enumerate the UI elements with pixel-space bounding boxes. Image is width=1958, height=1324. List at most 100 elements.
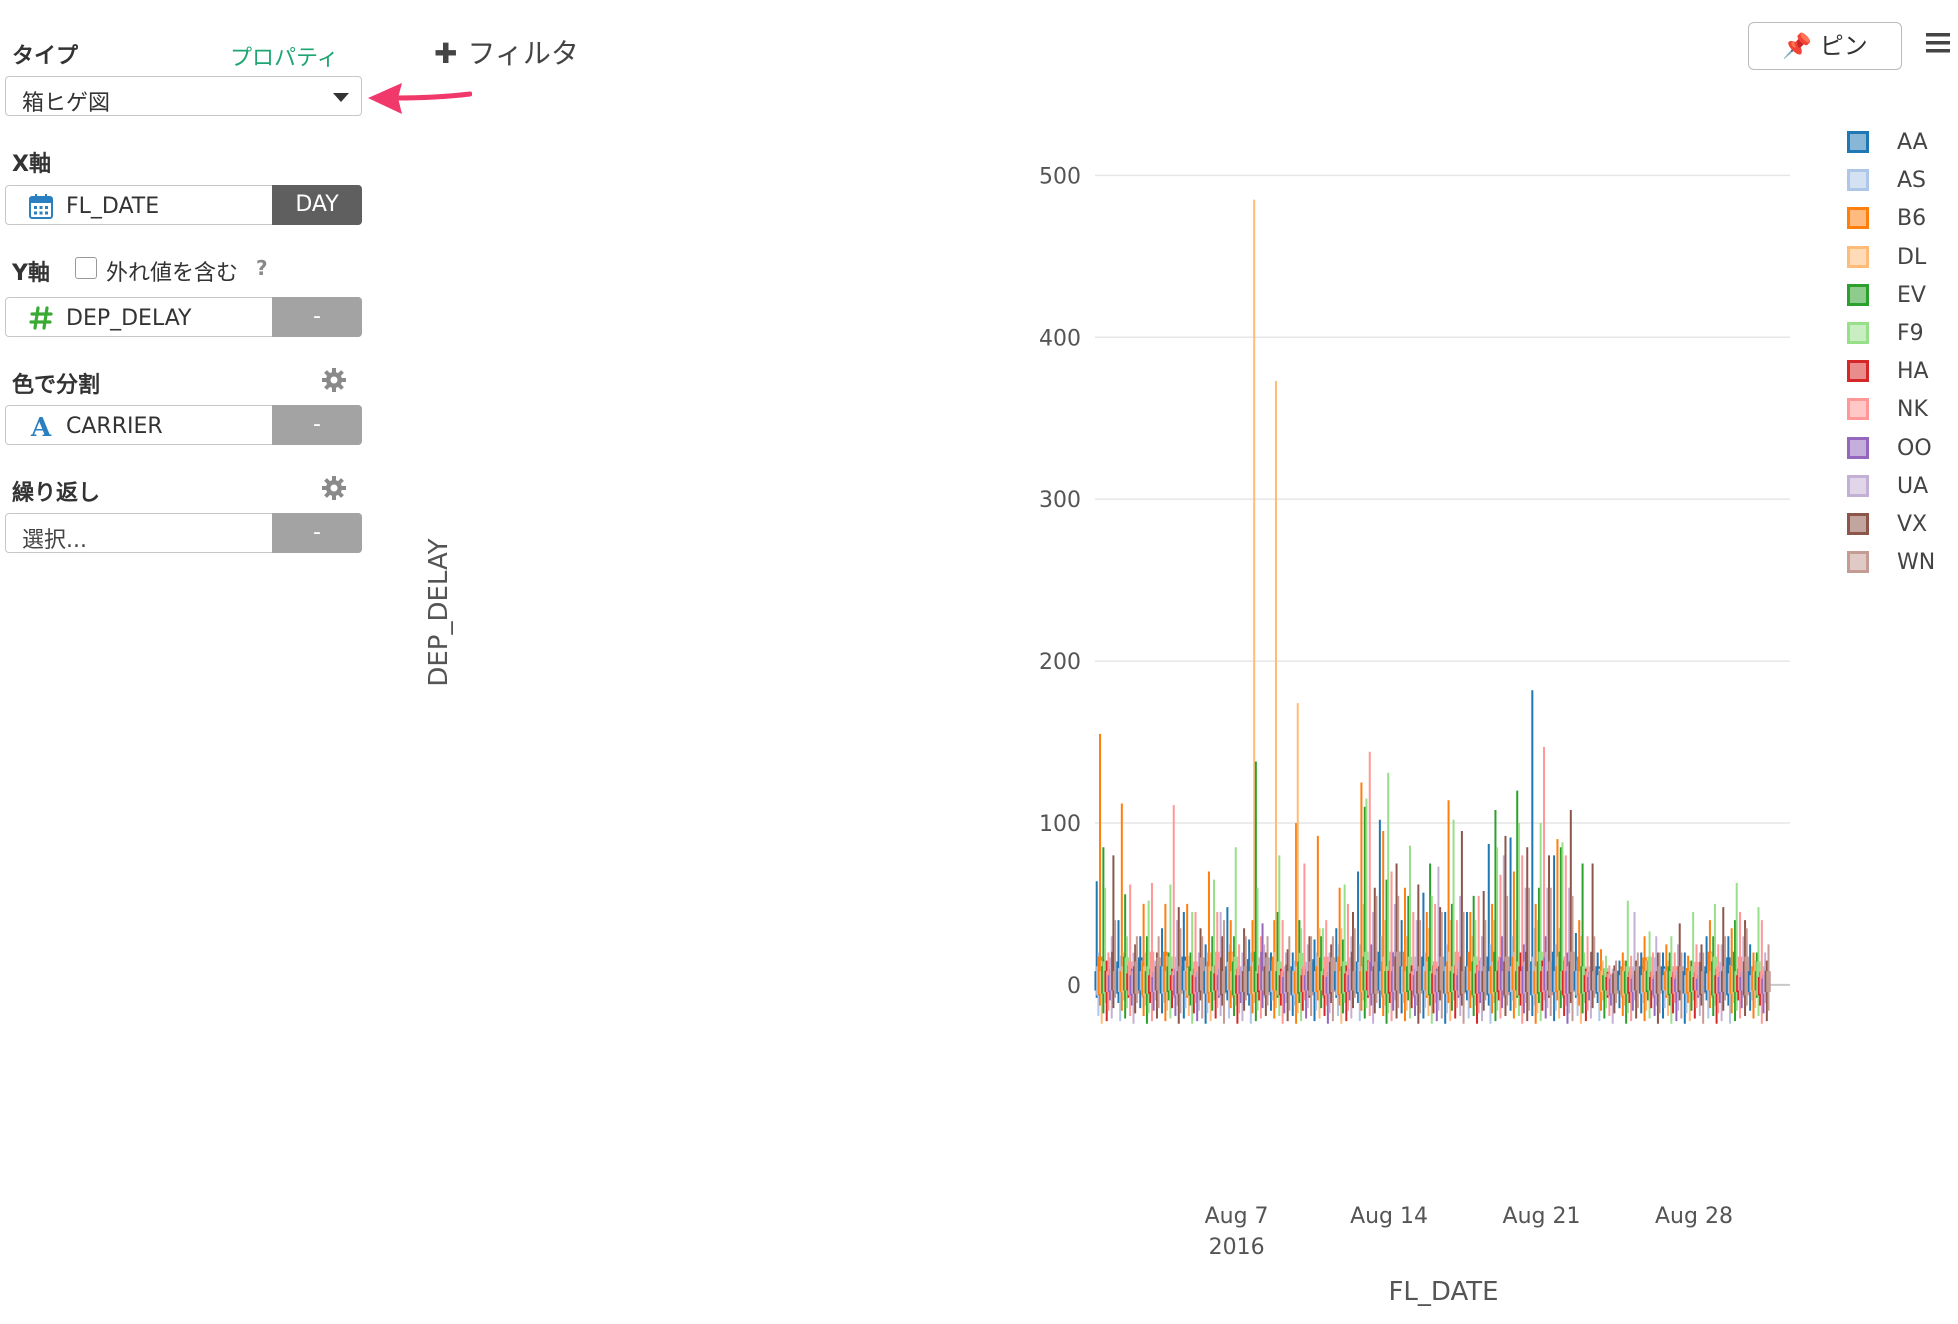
legend-swatch: [1847, 169, 1869, 192]
x-tick-label: Aug 7: [1205, 1204, 1269, 1229]
legend-swatch: [1847, 207, 1869, 230]
legend-swatch: [1847, 131, 1869, 153]
x-tick-label: Aug 14: [1350, 1204, 1428, 1229]
legend-swatch: [1847, 436, 1869, 459]
y-tick-label: 400: [1039, 326, 1081, 351]
outlier-checkbox[interactable]: [75, 257, 97, 279]
x-field-name: FL_DATE: [66, 194, 160, 219]
y-tick-label: 300: [1039, 488, 1081, 513]
box-wn: [1417, 966, 1423, 994]
box-wn: [1287, 971, 1292, 993]
legend-item-nk[interactable]: NK: [1843, 395, 1958, 425]
box-wn: [1504, 956, 1510, 996]
callout-arrow-icon: [368, 83, 472, 114]
legend-label: HA: [1897, 359, 1929, 385]
legend-swatch: [1847, 513, 1869, 535]
legend-item-dl[interactable]: DL: [1843, 243, 1958, 273]
box-wn: [1374, 961, 1379, 994]
filter-label: フィルタ: [467, 37, 579, 70]
box-wn: [1592, 971, 1597, 991]
legend-label: F9: [1897, 321, 1924, 346]
type-label: タイプ: [12, 44, 79, 69]
add-filter-button[interactable]: ✚ フィルタ: [434, 32, 579, 72]
legend-item-oo[interactable]: OO: [1843, 434, 1958, 464]
legend-label: WN: [1897, 550, 1936, 576]
y-tick-label: 500: [1039, 164, 1081, 189]
legend-item-vx[interactable]: VX: [1843, 510, 1958, 540]
box-wn: [1221, 971, 1227, 994]
box-wn: [1526, 971, 1532, 993]
box-wn: [1613, 970, 1619, 994]
legend-label: DL: [1897, 244, 1927, 270]
legend-item-aa[interactable]: AA: [1843, 128, 1958, 158]
svg-text:A: A: [30, 413, 52, 440]
hamburger-menu-icon[interactable]: [1926, 32, 1950, 54]
box-wn: [1700, 971, 1706, 994]
plus-icon: ✚: [434, 37, 458, 70]
y-axis-label: Y軸: [12, 261, 50, 286]
box-wn: [1548, 961, 1553, 996]
color-settings-gear-icon[interactable]: [321, 367, 347, 393]
box-wn: [1744, 956, 1749, 996]
x-axis-label: X軸: [12, 152, 51, 177]
color-field[interactable]: A CARRIER -: [5, 405, 362, 445]
box-wn: [1352, 971, 1357, 991]
box-wn: [1395, 951, 1401, 991]
outlier-label: 外れ値を含む: [106, 261, 239, 286]
legend-item-ha[interactable]: HA: [1843, 357, 1958, 387]
legend-item-wn[interactable]: WN: [1843, 548, 1958, 578]
y-tick-label: 100: [1039, 812, 1081, 837]
box-wn: [1722, 966, 1728, 993]
legend-item-f9[interactable]: F9: [1843, 319, 1958, 349]
color-aggregation-button[interactable]: -: [272, 405, 362, 445]
y-field-name: DEP_DELAY: [66, 306, 192, 331]
hash-icon: [29, 306, 53, 330]
legend-label: UA: [1897, 473, 1929, 499]
legend-item-ev[interactable]: EV: [1843, 281, 1958, 311]
legend-label: NK: [1897, 397, 1928, 423]
y-tick-label: 200: [1039, 650, 1081, 675]
repeat-select[interactable]: 選択... -: [5, 513, 362, 553]
properties-link[interactable]: プロパティ: [230, 46, 339, 71]
help-icon[interactable]: ?: [256, 256, 268, 280]
box-wn: [1461, 971, 1466, 994]
box-plot-chart[interactable]: 0 100 200 300 400 500 Aug 7 2016 Aug 14 Aug 21 Aug…: [420, 100, 1790, 1324]
legend-item-as[interactable]: AS: [1843, 166, 1958, 196]
color-split-label: 色で分割: [12, 373, 101, 398]
pin-button[interactable]: 📌 ピン: [1748, 22, 1902, 70]
legend-item-b6[interactable]: B6: [1843, 204, 1958, 234]
box-wn: [1243, 966, 1249, 993]
box-wn: [1156, 957, 1161, 991]
box-wn: [1679, 966, 1684, 991]
chart-type-select[interactable]: 箱ヒゲ図: [5, 76, 362, 116]
box-wn: [1265, 957, 1270, 996]
y-axis-field[interactable]: DEP_DELAY -: [5, 297, 362, 337]
repeat-label: 繰り返し: [12, 481, 101, 506]
repeat-settings-gear-icon[interactable]: [321, 475, 347, 501]
legend-label: VX: [1897, 512, 1928, 537]
box-wn: [1330, 957, 1336, 993]
chart-type-value: 箱ヒゲ図: [22, 91, 111, 116]
x-axis-title: FL_DATE: [1388, 1277, 1498, 1307]
box-wn: [1178, 966, 1183, 994]
legend-swatch: [1847, 360, 1869, 383]
text-type-icon: A: [30, 413, 52, 440]
repeat-aggregation-button[interactable]: -: [272, 513, 362, 553]
legend-item-ua[interactable]: UA: [1843, 472, 1958, 502]
x-axis-field[interactable]: FL_DATE DAY: [5, 185, 362, 225]
box-wn: [1657, 966, 1662, 994]
box-wn: [1635, 966, 1641, 991]
legend-label: AS: [1897, 168, 1927, 194]
color-field-name: CARRIER: [66, 414, 163, 439]
box-wn: [1570, 951, 1575, 993]
y-aggregation-button[interactable]: -: [272, 297, 362, 337]
legend-swatch: [1847, 245, 1869, 268]
pin-label: ピン: [1819, 32, 1868, 60]
repeat-placeholder: 選択...: [22, 528, 87, 553]
x-aggregation-button[interactable]: DAY: [272, 185, 362, 225]
x-tick-year-label: 2016: [1209, 1235, 1265, 1260]
x-tick-label: Aug 21: [1503, 1204, 1581, 1229]
legend-label: EV: [1897, 282, 1926, 308]
legend-swatch: [1847, 283, 1869, 306]
box-wn: [1112, 971, 1118, 991]
